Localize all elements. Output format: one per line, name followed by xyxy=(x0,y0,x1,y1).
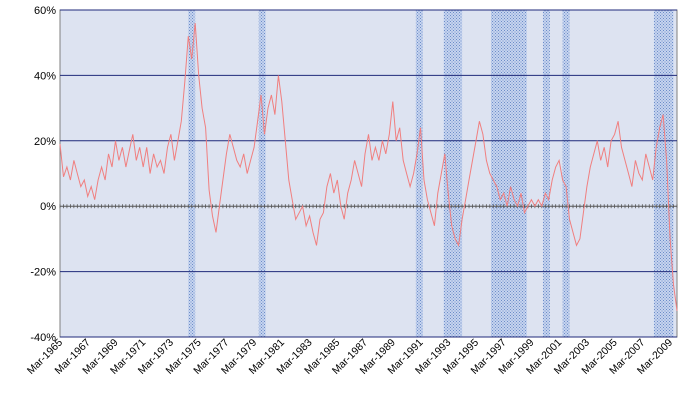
shaded-period xyxy=(258,10,266,337)
shaded-periods xyxy=(188,10,674,337)
y-tick-label: 60% xyxy=(34,5,56,17)
y-tick-label: 0% xyxy=(40,201,56,213)
shaded-period xyxy=(415,10,423,337)
y-tick-label: 40% xyxy=(34,70,56,82)
x-axis xyxy=(59,204,678,209)
series-line xyxy=(59,23,678,311)
x-axis-labels: Mar-1965Mar-1967Mar-1969Mar-1971Mar-1973… xyxy=(25,337,675,377)
shaded-period xyxy=(188,10,196,337)
y-tick-label: -20% xyxy=(30,267,56,279)
gridlines xyxy=(60,9,677,338)
shaded-period xyxy=(562,10,570,337)
y-tick-label: -40% xyxy=(30,332,56,344)
y-axis-labels: -40% -20% 0% 20% 40% 60% xyxy=(30,5,56,344)
shaded-period xyxy=(490,10,527,337)
y-tick-label: 20% xyxy=(34,136,56,148)
shaded-period xyxy=(653,10,674,337)
shaded-period xyxy=(443,10,463,337)
plot-area xyxy=(59,9,678,338)
series-layer xyxy=(59,23,678,311)
shaded-period xyxy=(542,10,550,337)
